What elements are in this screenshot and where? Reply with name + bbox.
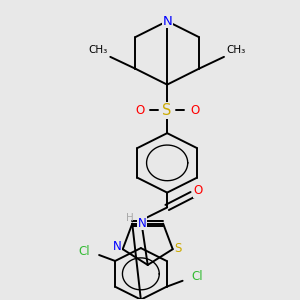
Text: N: N xyxy=(112,240,122,253)
Text: H: H xyxy=(125,213,133,224)
Text: S: S xyxy=(175,242,182,255)
Text: Cl: Cl xyxy=(192,270,203,283)
Text: N: N xyxy=(138,217,146,230)
Text: O: O xyxy=(190,104,199,117)
Text: O: O xyxy=(135,104,144,117)
Text: CH₃: CH₃ xyxy=(89,45,108,55)
Text: S: S xyxy=(163,103,172,118)
Text: O: O xyxy=(194,184,202,197)
Text: CH₃: CH₃ xyxy=(226,45,245,55)
Text: N: N xyxy=(162,15,172,28)
Text: Cl: Cl xyxy=(78,244,90,258)
